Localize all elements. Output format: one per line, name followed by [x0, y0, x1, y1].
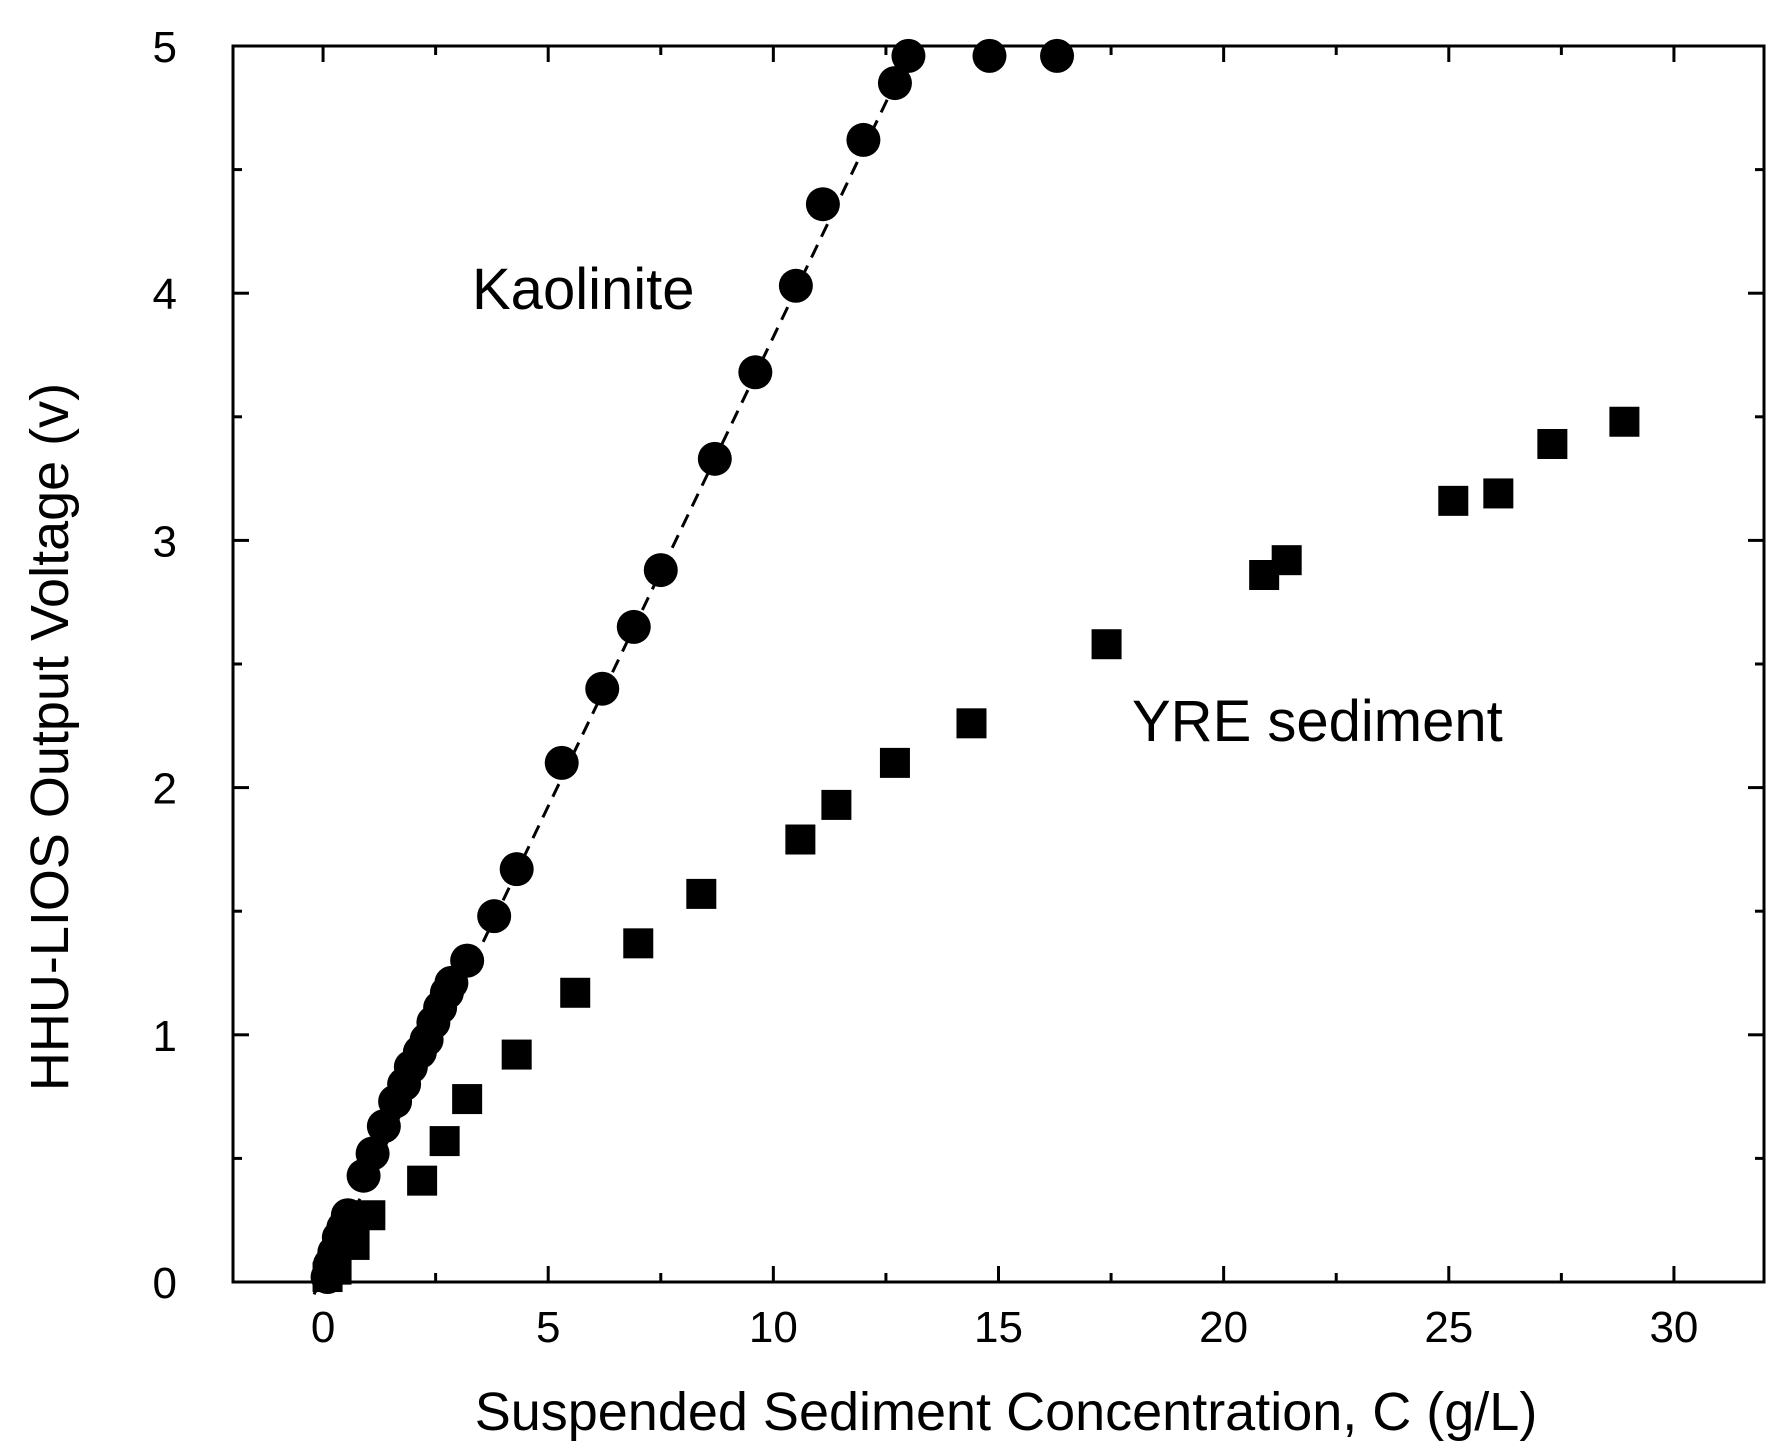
yre-sediment-point [686, 878, 717, 909]
kaolinite-point [738, 355, 773, 390]
x-tick-label: 15 [974, 1303, 1023, 1352]
yre-sediment-point [1483, 478, 1514, 509]
x-tick-label: 10 [749, 1303, 798, 1352]
yre-sediment-point [1609, 406, 1640, 437]
kaolinite-point [972, 38, 1007, 73]
kaolinite-point [544, 745, 579, 780]
kaolinite-point [585, 671, 620, 706]
y-tick-label: 4 [153, 270, 177, 319]
y-tick-label: 3 [153, 517, 177, 566]
kaolinite-point [697, 441, 732, 476]
yre-sediment-point [407, 1165, 438, 1196]
kaolinite-point [616, 609, 651, 644]
annotation-yre-sediment: YRE sediment [1132, 689, 1503, 754]
yre-sediment-point [879, 747, 910, 778]
kaolinite-point [355, 1136, 390, 1171]
kaolinite-point [846, 122, 881, 157]
yre-sediment-point [355, 1200, 386, 1231]
kaolinite-point [450, 943, 485, 978]
yre-sediment-point [452, 1084, 483, 1115]
yre-sediment-point [1271, 545, 1302, 576]
kaolinite-point [477, 899, 512, 934]
tick-labels: 0 5 10 15 20 25 30 0 1 2 3 4 5 [153, 23, 1699, 1352]
kaolinite-point [877, 66, 912, 101]
yre-sediment-point [1091, 629, 1122, 660]
yre-sediment-point [1438, 485, 1469, 516]
annotation-kaolinite: Kaolinite [472, 257, 694, 322]
yre-sediment-point [785, 824, 816, 855]
kaolinite-point [1040, 38, 1075, 73]
y-axis-label: HHU-LIOS Output Voltage (v) [20, 383, 80, 1091]
x-tick-label: 25 [1424, 1303, 1473, 1352]
kaolinite-point [778, 268, 813, 303]
kaolinite-point [643, 553, 678, 588]
kaolinite-point [499, 852, 534, 887]
axis-ticks [233, 44, 1764, 1284]
x-tick-label: 5 [536, 1303, 560, 1352]
yre-sediment-point [560, 977, 591, 1008]
x-axis-label: Suspended Sediment Concentration, C (g/L… [475, 1382, 1538, 1442]
yre-sediment-point [821, 789, 852, 820]
y-tick-label: 1 [153, 1012, 177, 1061]
y-tick-label: 2 [153, 765, 177, 814]
series-yre-sediment [312, 406, 1640, 1293]
yre-sediment-point [623, 928, 654, 959]
yre-sediment-point [501, 1039, 532, 1070]
x-tick-label: 30 [1649, 1303, 1698, 1352]
y-tick-label: 5 [153, 23, 177, 72]
yre-sediment-point [1537, 428, 1568, 459]
series-kaolinite [310, 38, 1075, 1295]
y-tick-label: 0 [153, 1259, 177, 1308]
x-tick-label: 20 [1199, 1303, 1248, 1352]
yre-sediment-point [956, 708, 987, 739]
kaolinite-point [805, 187, 840, 222]
yre-sediment-point [339, 1229, 370, 1260]
data-points [310, 38, 1640, 1295]
kaolinite-point [891, 38, 926, 73]
x-tick-label: 0 [311, 1303, 335, 1352]
yre-sediment-point [429, 1126, 460, 1157]
